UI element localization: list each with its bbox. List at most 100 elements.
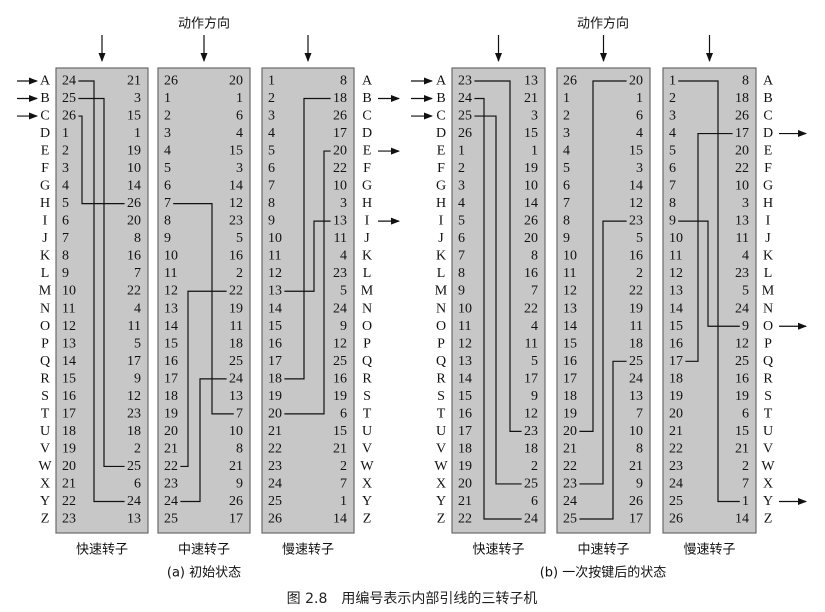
contact-number-right: 18 bbox=[629, 336, 643, 351]
contact-number-right: 11 bbox=[334, 231, 347, 246]
row-letter-left: D bbox=[40, 126, 50, 141]
row-letter-left: C bbox=[436, 109, 445, 124]
contact-number-right: 10 bbox=[333, 179, 347, 194]
contact-number-left: 18 bbox=[62, 424, 76, 439]
rotor-slow: 1234567891011121314151617181920212223242… bbox=[662, 35, 757, 534]
contact-number-left: 15 bbox=[458, 389, 472, 404]
contact-number-left: 17 bbox=[268, 354, 282, 369]
contact-number-left: 16 bbox=[268, 336, 282, 351]
contact-number-left: 7 bbox=[458, 249, 465, 264]
row-letter-left: K bbox=[40, 249, 50, 264]
contact-number-right: 8 bbox=[340, 74, 347, 89]
contact-number-left: 23 bbox=[669, 459, 683, 474]
row-letter-right: B bbox=[763, 91, 772, 106]
contact-number-left: 10 bbox=[62, 284, 76, 299]
wire-path bbox=[78, 97, 125, 468]
contact-number-right: 1 bbox=[742, 494, 749, 509]
row-letter-left: P bbox=[437, 336, 445, 351]
contact-number-right: 20 bbox=[229, 74, 243, 89]
contact-number-left: 25 bbox=[164, 512, 178, 527]
contact-number-right: 19 bbox=[629, 301, 643, 316]
row-letter-left: O bbox=[436, 319, 446, 334]
contact-number-right: 20 bbox=[333, 144, 347, 159]
contact-number-left: 10 bbox=[164, 249, 178, 264]
contact-number-left: 8 bbox=[62, 249, 69, 264]
contact-number-left: 14 bbox=[62, 354, 76, 369]
row-letter-right: U bbox=[362, 424, 372, 439]
contact-number-right: 21 bbox=[229, 459, 243, 474]
contact-number-right: 26 bbox=[735, 109, 749, 124]
row-letter-right: E bbox=[764, 144, 773, 159]
contact-number-left: 1 bbox=[164, 91, 171, 106]
contact-number-left: 21 bbox=[563, 441, 577, 456]
wire-path bbox=[78, 80, 125, 503]
row-letter-left: A bbox=[436, 74, 447, 89]
row-letter-right: J bbox=[765, 231, 771, 246]
contact-number-right: 14 bbox=[229, 179, 243, 194]
contact-number-right: 2 bbox=[531, 459, 538, 474]
contact-number-right: 12 bbox=[524, 406, 538, 421]
row-letter-right: Q bbox=[763, 354, 773, 369]
contact-number-right: 19 bbox=[229, 301, 243, 316]
wire-path bbox=[678, 80, 740, 503]
rotor-body bbox=[261, 67, 355, 534]
contact-number-left: 13 bbox=[164, 301, 178, 316]
contact-number-right: 12 bbox=[629, 196, 643, 211]
row-letter-right: F bbox=[764, 161, 772, 176]
row-letter-right: L bbox=[764, 266, 773, 281]
row-letter-right: X bbox=[763, 476, 773, 491]
contact-number-left: 16 bbox=[62, 389, 76, 404]
row-letter-left: N bbox=[436, 301, 446, 316]
direction-label: 动作方向 bbox=[178, 16, 230, 32]
wire-path bbox=[284, 150, 331, 415]
row-letter-right: N bbox=[763, 301, 773, 316]
contact-number-right: 25 bbox=[229, 354, 243, 369]
row-letter-left: L bbox=[41, 266, 50, 281]
wire-path bbox=[474, 80, 522, 432]
row-letter-left: G bbox=[436, 179, 446, 194]
contact-number-right: 10 bbox=[229, 424, 243, 439]
row-letter-right: H bbox=[763, 196, 773, 211]
contact-number-left: 24 bbox=[268, 476, 282, 491]
contact-number-left: 26 bbox=[563, 74, 577, 89]
contact-number-right: 22 bbox=[229, 284, 243, 299]
contact-number-right: 5 bbox=[531, 354, 538, 369]
wire-path bbox=[579, 220, 627, 485]
contact-number-right: 23 bbox=[229, 214, 243, 229]
figure-caption: 图 2.8 用编号表示内部引线的三转子机 bbox=[287, 591, 538, 607]
row-letter-left: A bbox=[40, 74, 51, 89]
contact-number-right: 8 bbox=[236, 441, 243, 456]
contact-number-right: 17 bbox=[229, 512, 243, 527]
row-letter-right: K bbox=[763, 249, 773, 264]
contact-number-left: 4 bbox=[268, 126, 275, 141]
contact-number-left: 21 bbox=[458, 494, 472, 509]
row-letter-left: E bbox=[41, 144, 50, 159]
contact-number-right: 14 bbox=[127, 179, 141, 194]
contact-number-left: 25 bbox=[62, 91, 76, 106]
contact-number-left: 15 bbox=[62, 371, 76, 386]
contact-number-left: 8 bbox=[164, 214, 171, 229]
contact-number-right: 5 bbox=[742, 284, 749, 299]
contact-number-right: 16 bbox=[127, 249, 141, 264]
contact-number-right: 5 bbox=[134, 336, 141, 351]
contact-number-left: 14 bbox=[268, 301, 282, 316]
contact-number-left: 18 bbox=[669, 371, 683, 386]
contact-number-right: 4 bbox=[636, 126, 643, 141]
contact-number-left: 19 bbox=[268, 389, 282, 404]
contact-number-left: 1 bbox=[563, 91, 570, 106]
contact-number-left: 21 bbox=[62, 476, 76, 491]
contact-number-left: 5 bbox=[458, 214, 465, 229]
row-letter-right: I bbox=[365, 214, 370, 229]
contact-number-right: 3 bbox=[134, 91, 141, 106]
row-letter-right: G bbox=[362, 179, 372, 194]
contact-number-left: 2 bbox=[563, 109, 570, 124]
contact-number-right: 9 bbox=[636, 476, 643, 491]
contact-number-left: 24 bbox=[62, 74, 76, 89]
row-letter-right: M bbox=[762, 284, 775, 299]
contact-number-left: 22 bbox=[563, 459, 577, 474]
contact-number-left: 17 bbox=[62, 406, 76, 421]
contact-number-right: 16 bbox=[229, 249, 243, 264]
contact-number-right: 11 bbox=[630, 319, 643, 334]
contact-number-right: 6 bbox=[236, 109, 243, 124]
contact-number-right: 2 bbox=[134, 441, 141, 456]
